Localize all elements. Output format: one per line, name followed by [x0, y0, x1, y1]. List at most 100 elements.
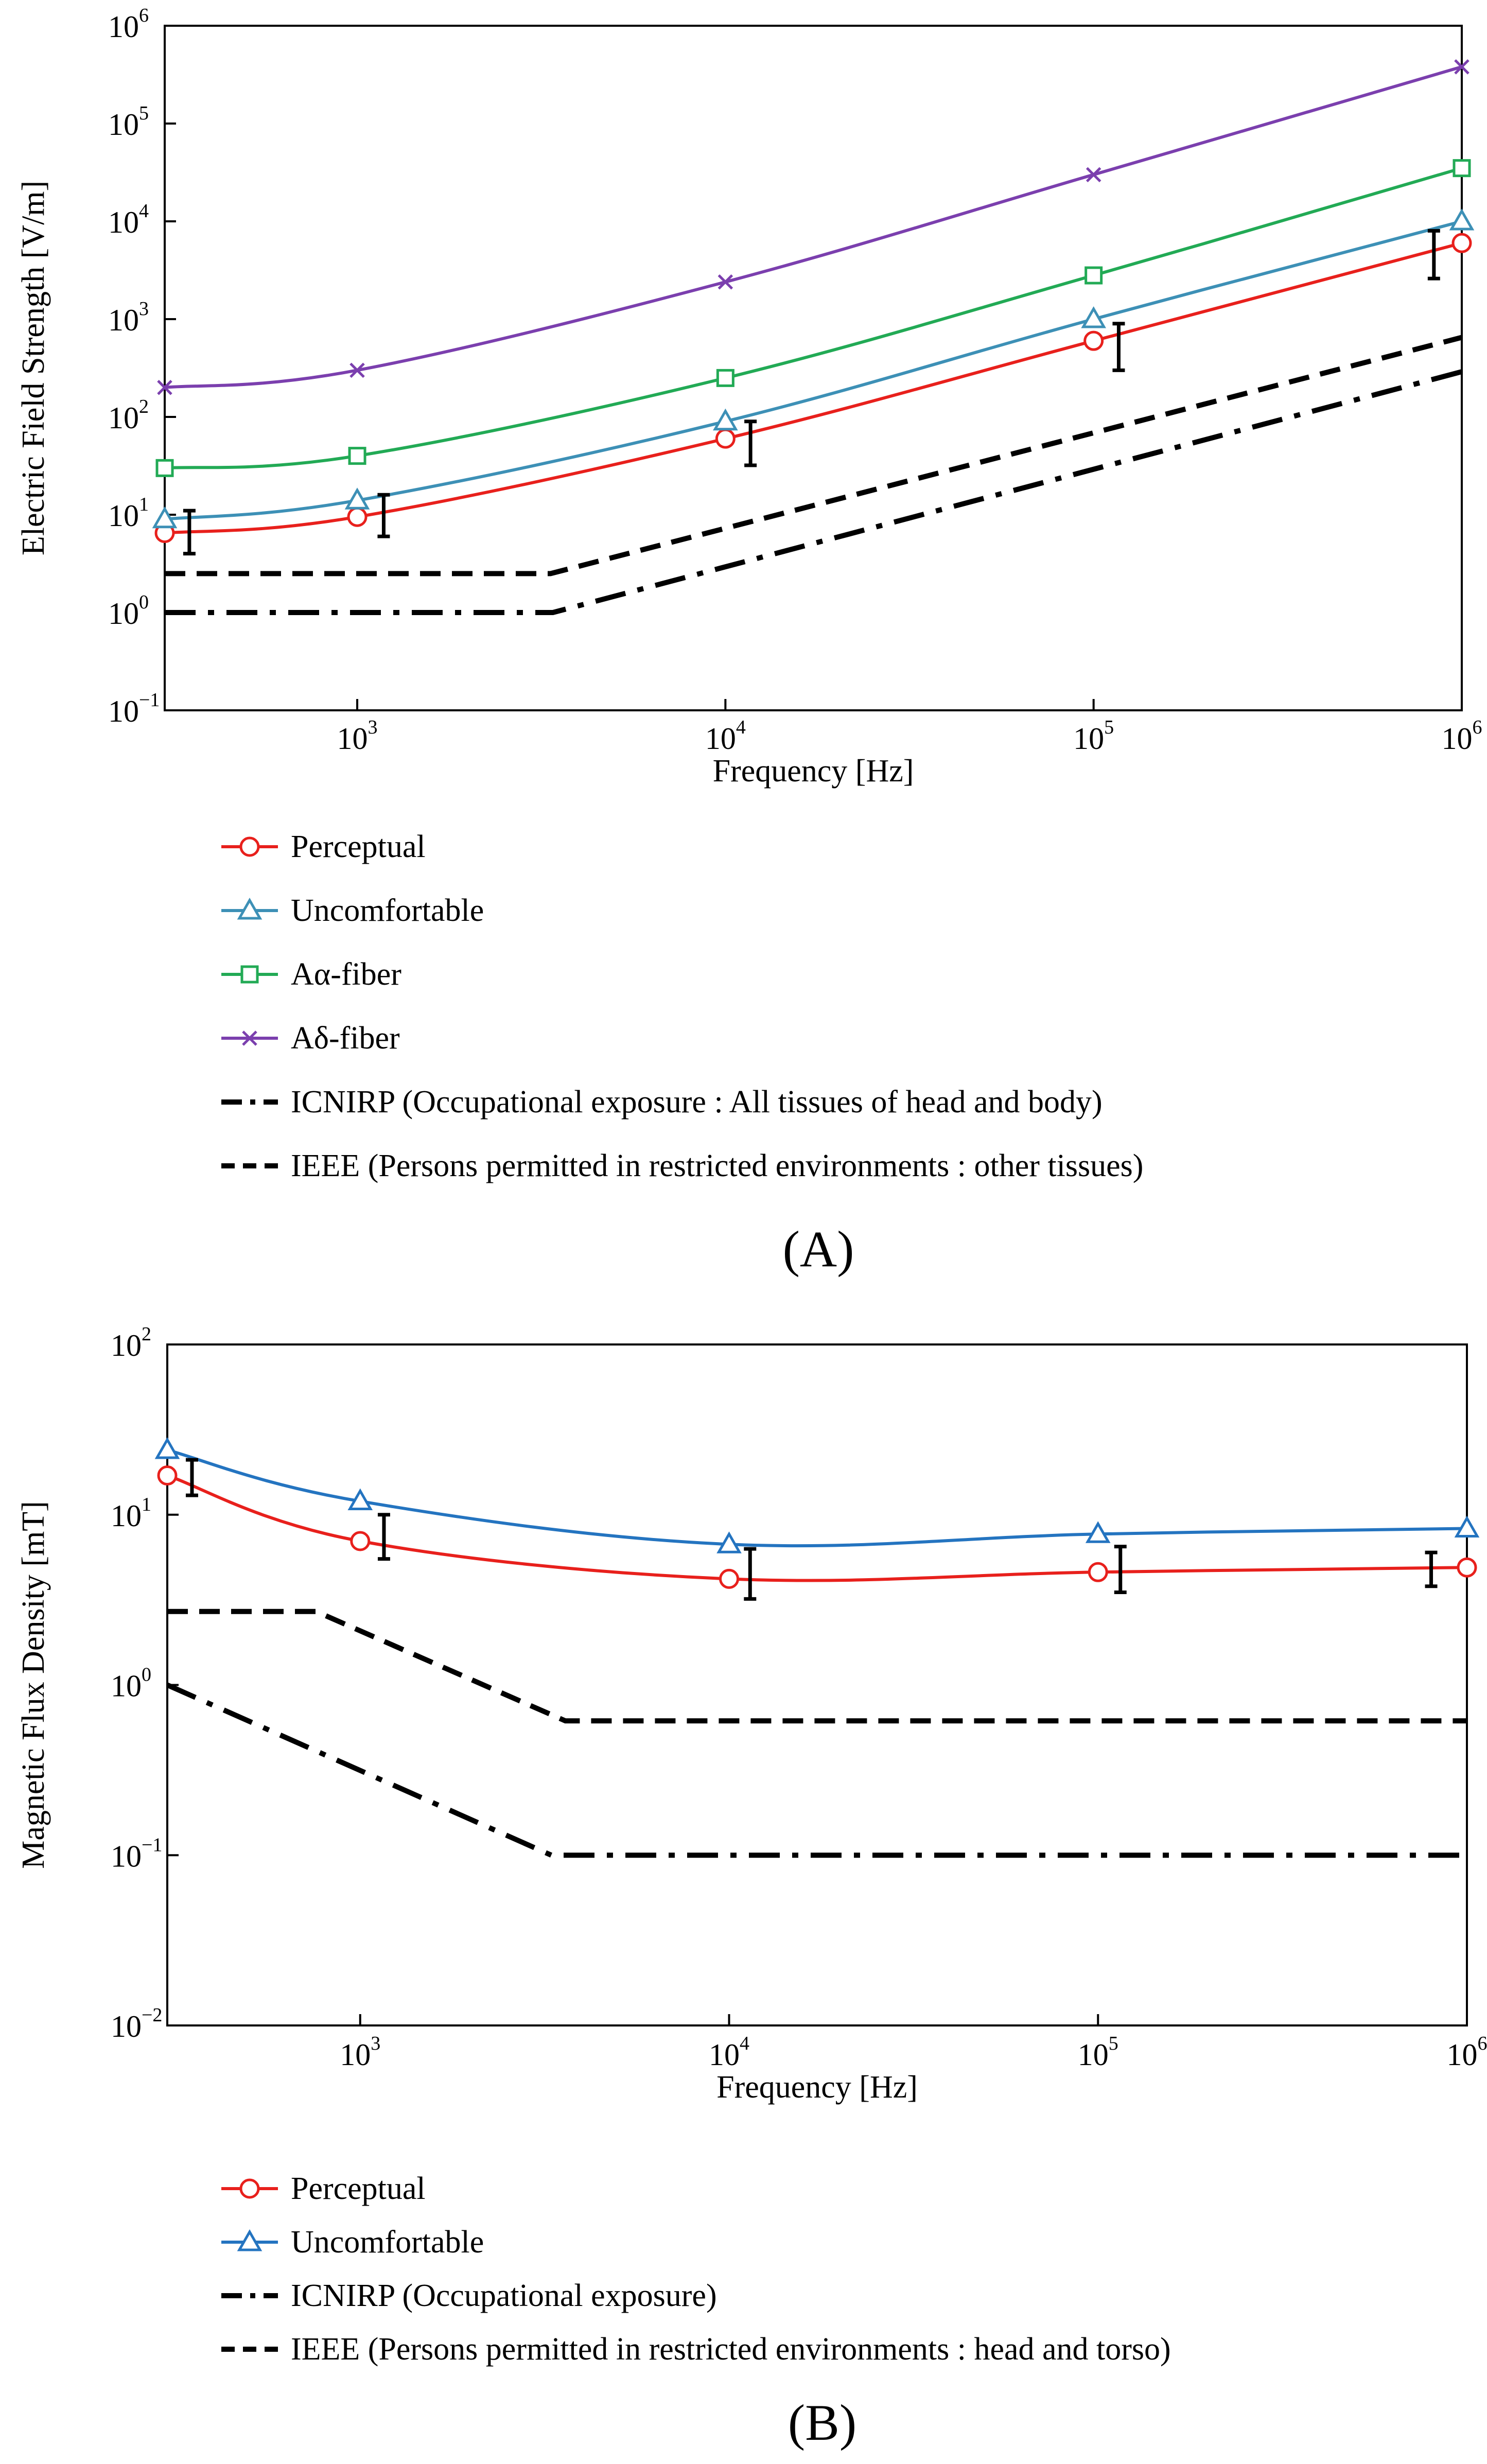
series-line-icnirp-occupational-exposure — [166, 1682, 1467, 1858]
data-point-uncomfortable — [1454, 1515, 1480, 1538]
legend-item-uncomfortable: Uncomfortable — [221, 2225, 484, 2260]
x-tick-label: 104 — [705, 717, 746, 756]
data-point-perceptual — [1457, 1557, 1477, 1578]
legend-label: Uncomfortable — [291, 893, 484, 928]
series-line-uncomfortable — [167, 1448, 1467, 1548]
y-tick-label: 100 — [111, 1664, 151, 1703]
x-tick-label: 105 — [1078, 2033, 1118, 2072]
x-tick-label: 104 — [709, 2033, 749, 2072]
data-point-uncomfortable — [152, 506, 178, 529]
data-point-uncomfortable — [1081, 306, 1106, 328]
legend-marker — [237, 2229, 263, 2251]
y-tick-label: 105 — [108, 102, 149, 142]
legend: Perceptual Uncomfortable ICNIRP (Occupatio… — [221, 2171, 1171, 2367]
error-bar — [377, 1513, 390, 1561]
y-tick-label: 10−2 — [111, 2004, 162, 2043]
y-tick-label: 104 — [108, 200, 149, 239]
error-bar — [1427, 229, 1440, 281]
data-point-a-fiber — [1454, 59, 1469, 75]
y-tick-label: 101 — [108, 494, 149, 533]
legend-item-a-fiber: Aδ-fiber — [221, 1021, 400, 1056]
error-bar — [744, 1547, 757, 1601]
data-point-uncomfortable — [1449, 208, 1475, 231]
legend-label: Aδ-fiber — [291, 1021, 400, 1056]
data-point-uncomfortable — [1085, 1521, 1111, 1543]
data-point-perceptual — [1088, 1562, 1108, 1582]
y-axis-title: Magnetic Flux Density [mT] — [16, 1501, 51, 1869]
legend-item-ieee-persons-permitted-in-restricted-environments-head-and-torso: IEEE (Persons permitted in restricted en… — [221, 2332, 1171, 2367]
y-tick-label: 102 — [108, 396, 149, 435]
series-line-ieee-persons-permitted-in-restricted-environments-head-and-torso — [167, 1609, 1467, 1724]
data-point-perceptual — [1083, 330, 1104, 351]
legend-label: IEEE (Persons permitted in restricted en… — [291, 1148, 1143, 1183]
plot-frame — [166, 1343, 1468, 2026]
chart-panel-b: 103 104 105 106 10−2 10−1 100 101 102 Frequency [… — [16, 1323, 1487, 2451]
data-point-uncomfortable — [716, 1531, 742, 1553]
legend-item-perceptual: Perceptual — [221, 829, 426, 864]
legend-label: ICNIRP (Occupational exposure) — [291, 2278, 717, 2313]
legend-label: Aα-fiber — [291, 957, 401, 992]
x-tick-label: 106 — [1447, 2033, 1487, 2072]
legend-item-uncomfortable: Uncomfortable — [221, 893, 484, 928]
plot-frame — [164, 25, 1463, 711]
y-tick-label: 101 — [111, 1494, 151, 1533]
panel-label: (A) — [783, 1220, 854, 1278]
data-point-uncomfortable — [347, 1488, 373, 1511]
series-line-a-fiber — [164, 65, 1462, 389]
legend-marker — [240, 965, 259, 984]
x-tick-label: 103 — [340, 2033, 380, 2072]
y-axis-title: Electric Field Strength [V/m] — [16, 181, 51, 555]
y-tick-label: 100 — [108, 591, 149, 631]
series-line-perceptual — [167, 1474, 1467, 1582]
legend-item-perceptual: Perceptual — [221, 2171, 426, 2206]
legend-item-a-fiber: Aα-fiber — [221, 957, 401, 992]
legend-label: Perceptual — [291, 2171, 426, 2206]
legend-label: Perceptual — [291, 829, 426, 864]
x-tick-label: 105 — [1073, 717, 1114, 756]
error-bar — [185, 1458, 198, 1497]
data-point-a-fiber — [716, 369, 734, 387]
data-point-uncomfortable — [713, 408, 738, 431]
y-tick-label: 103 — [108, 298, 149, 337]
data-point-perceptual — [719, 1568, 740, 1589]
error-bar — [1425, 1550, 1438, 1588]
data-point-a-fiber — [155, 459, 174, 477]
y-tick-label: 102 — [111, 1323, 151, 1362]
data-point-perceptual — [347, 506, 368, 527]
legend-marker — [239, 836, 260, 857]
error-bar — [1114, 1545, 1127, 1595]
data-point-a-fiber — [718, 274, 733, 290]
legend-item-icnirp-occupational-exposure: ICNIRP (Occupational exposure) — [221, 2278, 717, 2313]
x-axis-title: Frequency [Hz] — [713, 754, 914, 789]
series-line-uncomfortable — [164, 220, 1462, 521]
data-point-perceptual — [1451, 233, 1472, 253]
data-point-a-fiber — [1084, 266, 1103, 285]
legend-label: Uncomfortable — [291, 2225, 484, 2260]
y-tick-label: 106 — [108, 5, 149, 44]
legend-item-ieee-persons-permitted-in-restricted-environments-other-tissues: IEEE (Persons permitted in restricted en… — [221, 1148, 1143, 1183]
y-tick-label: 10−1 — [111, 1834, 162, 1873]
series-line-a-fiber — [164, 166, 1462, 470]
data-point-a-fiber — [349, 362, 365, 378]
panel-label: (B) — [788, 2394, 856, 2451]
data-point-a-fiber — [157, 380, 172, 395]
legend-marker — [242, 1030, 257, 1046]
legend-label: ICNIRP (Occupational exposure : All tiss… — [291, 1085, 1103, 1120]
series-line-icnirp-occupational-exposure-all-tissues-of-head-and-body — [165, 369, 1463, 615]
error-bar — [1112, 322, 1125, 372]
error-bar — [744, 420, 757, 467]
legend-marker — [237, 897, 263, 920]
error-bar — [183, 509, 196, 556]
legend: Perceptual Uncomfortable Aα-fiber Aδ-fiber I… — [221, 829, 1143, 1183]
legend-marker — [239, 2178, 260, 2199]
x-axis-title: Frequency [Hz] — [716, 2070, 918, 2105]
data-point-perceptual — [157, 1465, 178, 1486]
x-tick-label: 106 — [1442, 717, 1482, 756]
error-bar — [377, 493, 390, 538]
series-line-perceptual — [164, 241, 1462, 535]
data-point-perceptual — [350, 1531, 371, 1551]
x-tick-label: 103 — [337, 717, 378, 756]
data-point-uncomfortable — [344, 487, 370, 510]
series-line-ieee-persons-permitted-in-restricted-environments-other-tissues — [165, 335, 1463, 576]
